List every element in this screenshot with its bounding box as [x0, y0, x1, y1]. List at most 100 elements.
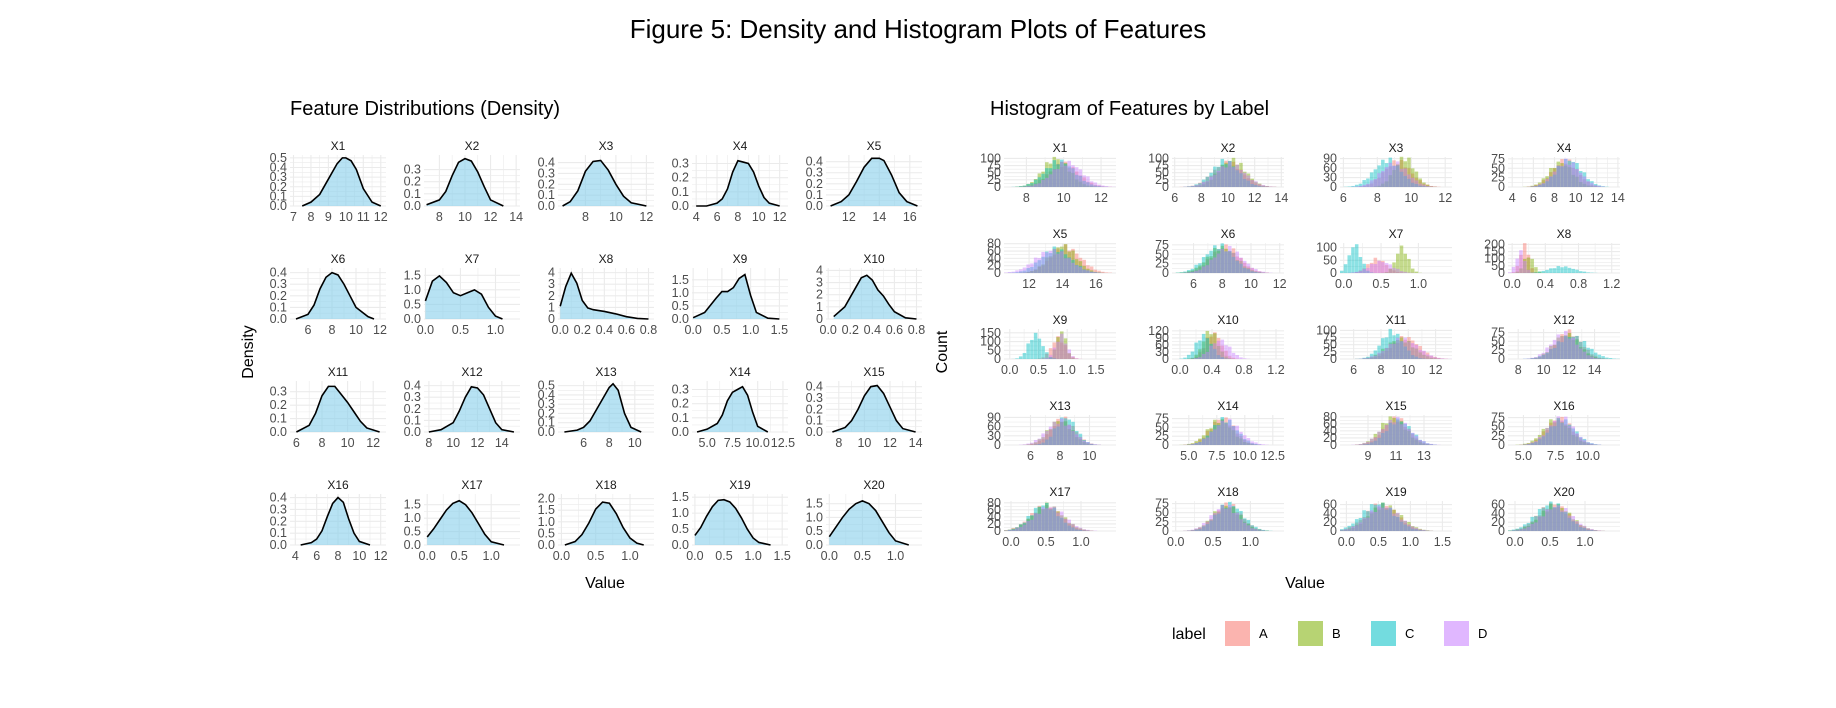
histogram-bar-d — [1586, 181, 1590, 187]
y-tick-label: 0.1 — [538, 188, 555, 202]
histogram-bar-d — [1198, 184, 1202, 187]
histogram-bar-b — [1519, 268, 1523, 273]
histogram-bar-a — [1037, 441, 1042, 445]
histogram-bar-d — [1224, 508, 1228, 531]
histogram-bar-a — [1254, 183, 1258, 187]
facet-strip-label: X2 — [1221, 141, 1236, 155]
histogram-bar-a — [1078, 175, 1083, 187]
histogram-bar-c — [1534, 357, 1538, 359]
x-tick-label: 12 — [484, 210, 498, 224]
histogram-bar-c — [1340, 270, 1344, 273]
y-tick-label: 0 — [1498, 266, 1505, 280]
histogram-bar-a — [1074, 432, 1079, 445]
y-tick-label: 1.5 — [672, 490, 689, 504]
histogram-bar-c — [1556, 418, 1561, 445]
y-tick-label: 80 — [987, 237, 1001, 251]
histogram-bar-c — [1004, 530, 1008, 531]
histogram-bar-d — [1564, 507, 1568, 531]
histogram-bar-d — [1567, 164, 1572, 187]
histogram-bar-a — [1045, 434, 1049, 445]
y-tick-label: 0.5 — [806, 524, 823, 538]
histogram-bar-a — [1358, 270, 1363, 273]
histogram-bar-a — [1216, 167, 1221, 187]
histogram-bar-a — [1246, 442, 1251, 445]
histogram-bar-c — [1366, 356, 1370, 359]
histogram-bar-a — [1045, 505, 1049, 531]
histogram-bar-c — [1377, 437, 1381, 445]
histogram-bar-c — [1235, 260, 1239, 273]
histogram-bar-b — [1063, 163, 1068, 187]
x-tick-label: 8 — [307, 210, 314, 224]
histogram-bar-a — [1026, 271, 1030, 273]
histogram-bar-a — [1104, 272, 1109, 273]
x-tick-label: 10 — [339, 210, 353, 224]
histogram-bar-b — [1082, 442, 1086, 445]
histogram-bar-b — [1242, 171, 1247, 187]
histogram-bar-b — [1048, 508, 1053, 531]
histogram-bar-a — [1522, 526, 1527, 531]
facet-strip-label: X4 — [1557, 141, 1572, 155]
histogram-bar-c — [1033, 332, 1038, 359]
x-tick-label: 0.4 — [1537, 277, 1554, 291]
histogram-bar-a — [1190, 443, 1195, 445]
histogram-bar-b — [1060, 161, 1064, 187]
legend: label A B C D — [1172, 621, 1487, 646]
x-tick-label: 0.0 — [1167, 535, 1184, 549]
histogram-bar-c — [1545, 432, 1549, 445]
histogram-bar-b — [1586, 528, 1590, 531]
histogram-bar-b — [1560, 163, 1564, 187]
histogram-bar-b — [1578, 524, 1583, 531]
histogram-bar-b — [1384, 272, 1389, 273]
histogram-bar-d — [1373, 512, 1378, 531]
histogram-bar-d — [1358, 270, 1363, 273]
legend-item-c: C — [1371, 621, 1414, 646]
histogram-bar-a — [1250, 443, 1254, 445]
histogram-bar-d — [1071, 430, 1075, 445]
histogram-bar-b — [1541, 428, 1546, 445]
histogram-bar-d — [1026, 186, 1030, 187]
y-tick-label: 0.0 — [270, 425, 287, 439]
histogram-bar-c — [1048, 168, 1053, 187]
x-tick-label: 10 — [857, 436, 871, 450]
histogram-bar-a — [1224, 502, 1228, 531]
y-tick-label: 0.0 — [404, 199, 421, 213]
histogram-bar-d — [1519, 529, 1523, 531]
x-tick-label: 14 — [1611, 191, 1625, 205]
histogram-bar-d — [1093, 444, 1098, 445]
histogram-bar-c — [1422, 186, 1426, 187]
x-tick-label: 12 — [842, 210, 856, 224]
y-tick-label: 100 — [1316, 323, 1337, 337]
histogram-bar-d — [1190, 186, 1195, 187]
histogram-bar-d — [1242, 260, 1247, 273]
facet-strip-label: X6 — [1221, 227, 1236, 241]
histogram-bar-d — [1048, 426, 1053, 445]
y-tick-label: 20 — [1491, 515, 1505, 529]
histogram-bar-b — [1239, 515, 1243, 531]
y-tick-label: 0.5 — [404, 297, 421, 311]
histogram-bar-a — [1425, 184, 1430, 187]
histogram-bar-d — [1067, 349, 1071, 359]
histogram-bar-c — [1399, 341, 1404, 359]
histogram-bar-d — [1011, 271, 1015, 273]
y-tick-label: 50 — [1491, 420, 1505, 434]
histogram-bar-a — [1071, 525, 1075, 531]
histogram-bar-a — [1041, 265, 1045, 273]
histogram-bar-c — [1410, 355, 1415, 359]
x-tick-label: 0.5 — [1541, 535, 1558, 549]
histogram-bar-c — [1224, 251, 1228, 273]
histogram-bar-c — [1564, 512, 1568, 531]
histogram-bar-c — [1250, 525, 1254, 531]
histogram-bar-c — [1347, 186, 1351, 187]
histogram-bar-b — [1257, 183, 1262, 187]
histogram-bar-c — [1220, 504, 1225, 531]
histogram-bar-d — [1429, 443, 1434, 445]
histogram-bar-d — [1522, 528, 1527, 531]
facet-strip-label: X5 — [1053, 227, 1068, 241]
histogram-bar-d — [1074, 526, 1079, 531]
y-tick-label: 0 — [1498, 438, 1505, 452]
histogram-bar-c — [1564, 158, 1568, 187]
histogram-bar-a — [1209, 336, 1213, 359]
histogram-bar-b — [1392, 341, 1396, 359]
